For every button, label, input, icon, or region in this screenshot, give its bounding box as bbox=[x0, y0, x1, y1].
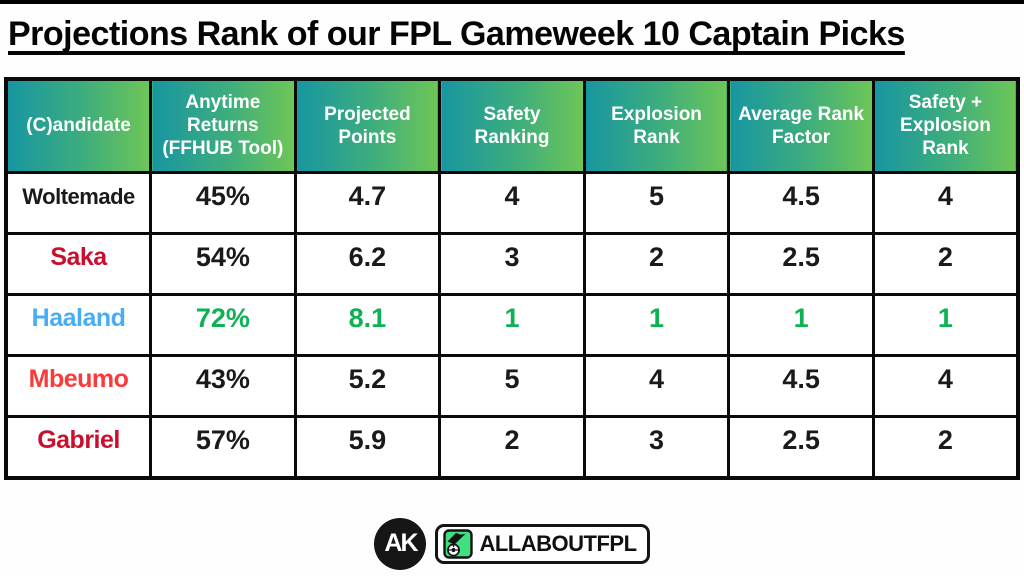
cell-safety-ranking: 1 bbox=[438, 292, 586, 357]
cell-anytime-returns: 45% bbox=[149, 170, 297, 235]
cell-safety-ranking: 5 bbox=[438, 353, 586, 418]
cell-safety-ranking: 2 bbox=[438, 414, 586, 480]
player-name: Mbeumo bbox=[4, 353, 153, 418]
cell-projected-points: 5.2 bbox=[293, 353, 442, 418]
cell-safety-ranking: 3 bbox=[438, 231, 586, 296]
table-row-gabriel: Gabriel 57% 5.9 2 3 2.5 2 bbox=[4, 414, 1020, 480]
ak-logo-text: AK bbox=[384, 529, 418, 558]
cell-explosion-rank: 5 bbox=[582, 170, 731, 235]
cell-safety-explosion-rank: 2 bbox=[871, 231, 1020, 296]
cell-projected-points: 4.7 bbox=[293, 170, 442, 235]
cell-projected-points: 6.2 bbox=[293, 231, 442, 296]
col-header-safety-ranking: Safety Ranking bbox=[438, 77, 586, 174]
top-border bbox=[0, 0, 1024, 4]
cell-projected-points: 8.1 bbox=[293, 292, 442, 357]
player-name: Gabriel bbox=[4, 414, 153, 480]
cell-anytime-returns: 57% bbox=[149, 414, 297, 480]
cell-anytime-returns: 54% bbox=[149, 231, 297, 296]
cell-safety-ranking: 4 bbox=[438, 170, 586, 235]
table-row-saka: Saka 54% 6.2 3 2 2.5 2 bbox=[4, 231, 1020, 296]
player-name: Saka bbox=[4, 231, 153, 296]
footer-logos: AK ALLABOUTFPL bbox=[0, 517, 1024, 570]
table-row-haaland: Haaland 72% 8.1 1 1 1 1 bbox=[4, 292, 1020, 357]
col-header-explosion-rank: Explosion Rank bbox=[582, 77, 731, 174]
player-name: Haaland bbox=[4, 292, 153, 357]
col-header-average-rank-factor: Average Rank Factor bbox=[727, 77, 875, 174]
col-header-projected-points: Projected Points bbox=[293, 77, 442, 174]
soccer-kick-icon bbox=[443, 529, 474, 559]
cell-anytime-returns: 43% bbox=[149, 353, 297, 418]
col-header-candidate: (C)andidate bbox=[4, 77, 153, 174]
cell-safety-explosion-rank: 1 bbox=[871, 292, 1020, 357]
table-row-mbeumo: Mbeumo 43% 5.2 5 4 4.5 4 bbox=[4, 353, 1020, 418]
cell-explosion-rank: 3 bbox=[582, 414, 731, 480]
cell-projected-points: 5.9 bbox=[293, 414, 442, 480]
cell-explosion-rank: 4 bbox=[582, 353, 731, 418]
cell-explosion-rank: 2 bbox=[582, 231, 731, 296]
cell-safety-explosion-rank: 4 bbox=[871, 170, 1020, 235]
allaboutfpl-logo: ALLABOUTFPL bbox=[435, 523, 650, 564]
cell-anytime-returns: 72% bbox=[149, 292, 297, 357]
cell-average-rank-factor: 2.5 bbox=[727, 231, 875, 296]
projections-table: (C)andidate Anytime Returns (FFHUB Tool)… bbox=[4, 76, 1020, 480]
cell-average-rank-factor: 4.5 bbox=[727, 170, 875, 235]
col-header-anytime-returns: Anytime Returns (FFHUB Tool) bbox=[149, 77, 297, 174]
page-title-text: Projections Rank of our FPL Gameweek 10 … bbox=[8, 15, 905, 53]
brand-text: ALLABOUTFPL bbox=[479, 530, 637, 556]
cell-safety-explosion-rank: 4 bbox=[871, 353, 1020, 418]
ak-monogram-icon: AK bbox=[374, 517, 427, 570]
cell-average-rank-factor: 4.5 bbox=[727, 353, 875, 418]
player-name: Woltemade bbox=[4, 170, 153, 235]
header-row: (C)andidate Anytime Returns (FFHUB Tool)… bbox=[4, 77, 1020, 174]
cell-average-rank-factor: 1 bbox=[727, 292, 875, 357]
col-header-safety-explosion-rank: Safety + Explosion Rank bbox=[871, 77, 1020, 174]
cell-explosion-rank: 1 bbox=[582, 292, 731, 357]
cell-safety-explosion-rank: 2 bbox=[871, 414, 1020, 480]
table-row-woltemade: Woltemade 45% 4.7 4 5 4.5 4 bbox=[4, 170, 1020, 235]
cell-average-rank-factor: 2.5 bbox=[727, 414, 875, 480]
page-title: Projections Rank of our FPL Gameweek 10 … bbox=[8, 14, 1018, 55]
